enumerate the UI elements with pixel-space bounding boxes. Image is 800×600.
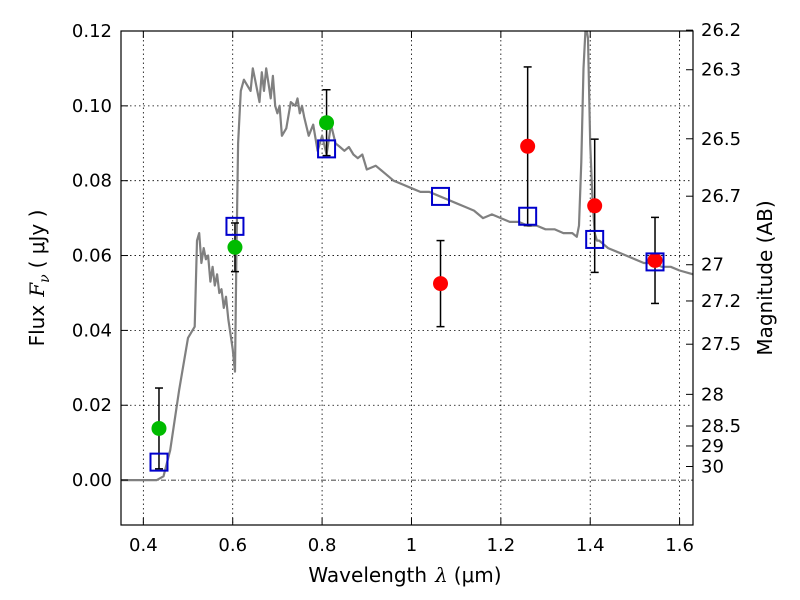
y2-tick-label: 28 — [701, 384, 724, 405]
y-axis-title-text: Flux — [25, 305, 49, 347]
data-point — [433, 276, 449, 292]
data-markers — [149, 115, 665, 472]
x-tick-label: 1.6 — [665, 535, 694, 556]
y-axis-title-subscript: ν — [37, 274, 53, 283]
y2-tick-label: 29 — [701, 436, 724, 457]
tick-labels: 0.4 0.6 0.8 1 1.2 1.4 1.6 0.00 0.02 0.04 0.06 0.08 0… — [72, 20, 741, 556]
x-tick-label: 0.8 — [308, 535, 337, 556]
y2-tick-label: 30 — [701, 457, 724, 478]
data-point — [647, 252, 663, 268]
y-tick-label: 0.10 — [72, 96, 112, 117]
x-axis-title: Wavelength λ (μm) — [308, 563, 501, 587]
y-tick-label: 0.04 — [72, 320, 112, 341]
y2-tick-label: 26.2 — [701, 20, 741, 41]
data-point — [520, 138, 536, 154]
y2-tick-label: 27 — [701, 255, 724, 276]
data-point — [587, 198, 603, 214]
x-axis-title-symbol: λ — [434, 563, 448, 587]
model-photometry-square — [518, 206, 538, 226]
x-axis-title-unit: (μm) — [454, 563, 502, 587]
model-photometry-square — [149, 452, 169, 472]
y-axis-title-symbol: F — [25, 282, 49, 298]
y2-tick-label: 26.3 — [701, 60, 741, 81]
x-tick-label: 0.4 — [129, 535, 158, 556]
x-tick-label: 1.2 — [487, 535, 516, 556]
y2-axis-title: Magnitude (AB) — [753, 200, 777, 355]
y2-tick-label: 27.5 — [701, 334, 741, 355]
y-axis-title: Flux Fν ( μJy ) — [25, 210, 53, 347]
y-tick-label: 0.08 — [72, 171, 112, 192]
plot-frame — [120, 30, 694, 526]
x-tick-label: 0.6 — [218, 535, 247, 556]
x-tick-label: 1 — [406, 535, 417, 556]
model-photometry-square — [585, 229, 605, 249]
y-tick-label: 0.00 — [72, 470, 112, 491]
y2-tick-label: 27.2 — [701, 291, 741, 312]
y-tick-label: 0.06 — [72, 246, 112, 267]
data-point — [227, 239, 243, 255]
model-sed-line — [121, 31, 693, 482]
x-axis-title-text: Wavelength — [308, 563, 427, 587]
model-photometry-square — [317, 139, 337, 159]
y2-tick-label: 26.5 — [701, 129, 741, 150]
model-sed — [121, 31, 693, 482]
error-bars — [154, 66, 660, 470]
y-axis-title-unit: ( μJy ) — [25, 210, 49, 269]
model-photometry-square — [225, 216, 245, 236]
y2-tick-label: 28.5 — [701, 416, 741, 437]
model-photometry-square — [645, 252, 665, 272]
model-photometry-square — [431, 186, 451, 206]
y-tick-label: 0.02 — [72, 395, 112, 416]
y2-tick-label: 26.7 — [701, 186, 741, 207]
axis-ticks — [121, 29, 693, 525]
data-point — [151, 420, 167, 436]
x-tick-label: 1.4 — [576, 535, 605, 556]
y-tick-label: 0.12 — [72, 21, 112, 42]
data-point — [319, 115, 335, 131]
